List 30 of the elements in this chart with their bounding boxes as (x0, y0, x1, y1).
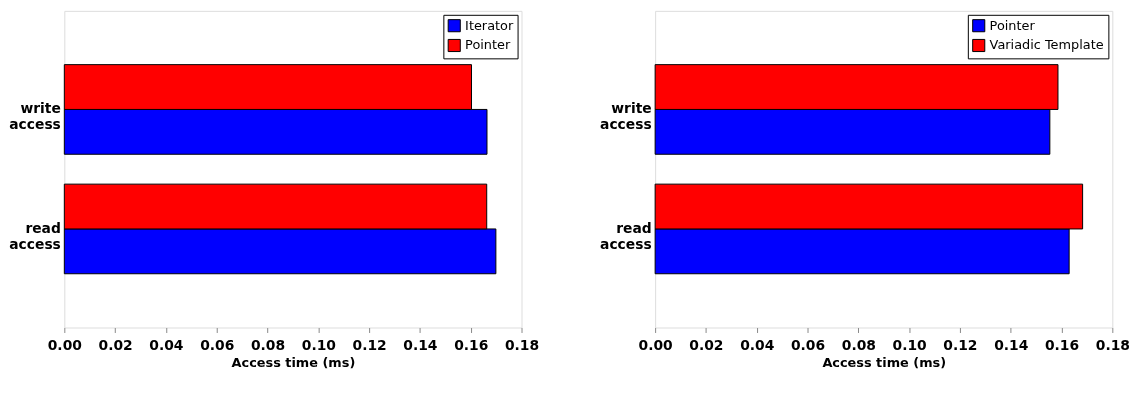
x-tick-label: 0.08 (250, 336, 286, 353)
legend-label: Pointer (989, 17, 1036, 33)
y-tick-label: write access (600, 100, 652, 133)
x-tick-label: 0.06 (200, 336, 235, 353)
legend-label: Variadic Template (989, 37, 1104, 53)
x-tick-label: 0.18 (1095, 336, 1130, 353)
y-tick-label: read access (9, 219, 61, 252)
y-tick-label: read access (600, 219, 652, 252)
x-tick-label: 0.12 (352, 336, 387, 353)
x-tick-label: 0.04 (740, 336, 775, 353)
x-axis-title: Access time (ms) (822, 354, 947, 370)
x-tick-label: 0.08 (841, 336, 876, 353)
x-tick-label: 0.10 (892, 336, 927, 353)
y-tick-label: write access (9, 100, 61, 133)
x-tick-label: 0.18 (504, 336, 540, 353)
x-tick-label: 0.16 (1044, 336, 1080, 353)
x-tick-label: 0.06 (790, 336, 826, 353)
x-tick-label: 0.14 (403, 336, 438, 353)
x-tick-label: 0.12 (943, 336, 978, 353)
x-tick-label: 0.00 (47, 336, 82, 353)
legend-label: Pointer (465, 37, 511, 53)
x-tick-label: 0.14 (994, 336, 1029, 353)
x-tick-label: 0.10 (301, 336, 336, 353)
x-axis-title: Access time (ms) (231, 354, 356, 370)
x-tick-label: 0.00 (638, 336, 673, 353)
x-tick-label: 0.02 (689, 336, 724, 353)
x-tick-label: 0.02 (98, 336, 133, 353)
legend-label: Iterator (465, 17, 514, 33)
x-tick-label: 0.16 (454, 336, 489, 353)
x-tick-label: 0.04 (149, 336, 184, 353)
